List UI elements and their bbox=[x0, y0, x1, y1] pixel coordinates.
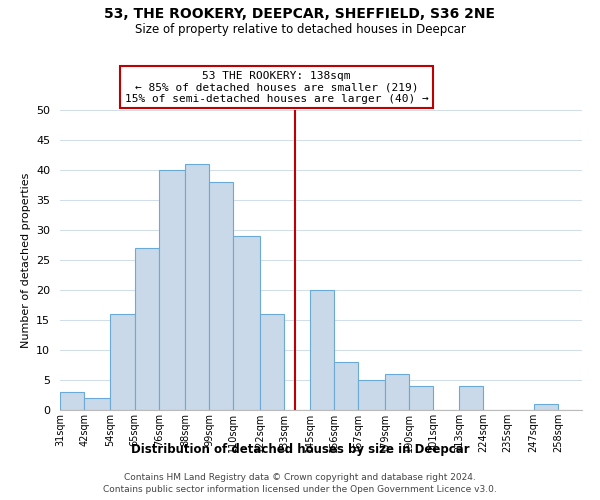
Bar bbox=[60, 392, 84, 410]
Text: Distribution of detached houses by size in Deepcar: Distribution of detached houses by size … bbox=[131, 442, 469, 456]
Bar bbox=[260, 314, 284, 410]
Text: Contains public sector information licensed under the Open Government Licence v3: Contains public sector information licen… bbox=[103, 485, 497, 494]
Bar bbox=[134, 248, 158, 410]
Bar bbox=[334, 362, 358, 410]
Bar bbox=[158, 170, 185, 410]
Bar bbox=[209, 182, 233, 410]
Bar bbox=[534, 404, 558, 410]
Text: 53, THE ROOKERY, DEEPCAR, SHEFFIELD, S36 2NE: 53, THE ROOKERY, DEEPCAR, SHEFFIELD, S36… bbox=[104, 8, 496, 22]
Bar bbox=[459, 386, 484, 410]
Y-axis label: Number of detached properties: Number of detached properties bbox=[20, 172, 31, 348]
Bar bbox=[233, 236, 260, 410]
Bar bbox=[185, 164, 209, 410]
Bar bbox=[409, 386, 433, 410]
Bar bbox=[110, 314, 134, 410]
Text: 53 THE ROOKERY: 138sqm
← 85% of detached houses are smaller (219)
15% of semi-de: 53 THE ROOKERY: 138sqm ← 85% of detached… bbox=[125, 71, 428, 104]
Text: Size of property relative to detached houses in Deepcar: Size of property relative to detached ho… bbox=[134, 22, 466, 36]
Bar bbox=[385, 374, 409, 410]
Text: Contains HM Land Registry data © Crown copyright and database right 2024.: Contains HM Land Registry data © Crown c… bbox=[124, 472, 476, 482]
Bar bbox=[310, 290, 334, 410]
Bar bbox=[84, 398, 110, 410]
Bar bbox=[358, 380, 385, 410]
